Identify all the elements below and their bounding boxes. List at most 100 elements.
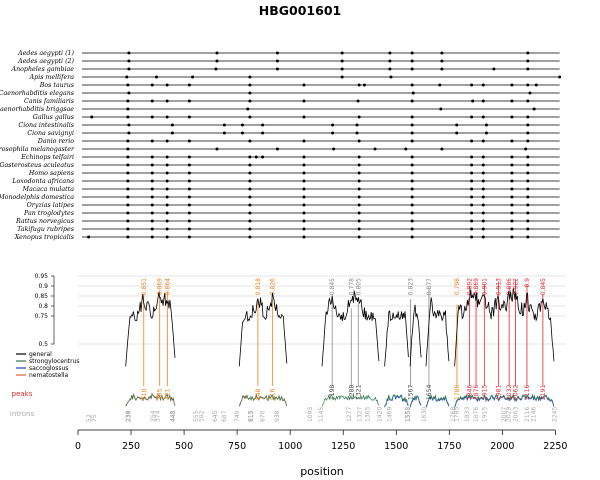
intron-position-label: 75	[91, 414, 98, 422]
species-marker	[510, 163, 514, 167]
species-marker	[470, 163, 474, 167]
species-marker	[481, 163, 485, 167]
curve-strongylocentrus	[321, 394, 380, 407]
species-marker	[165, 219, 169, 223]
species-marker	[510, 235, 514, 239]
species-marker	[302, 211, 306, 215]
species-marker	[248, 115, 252, 119]
species-marker	[165, 83, 169, 87]
species-tracks: Aedes aegypti (1)Aedes aegypti (2)Anophe…	[0, 50, 562, 241]
species-marker	[526, 99, 530, 103]
species-label: Apis mellifera	[29, 74, 75, 81]
peak-position-label: 310	[141, 388, 148, 400]
species-marker	[248, 211, 252, 215]
species-marker	[302, 99, 306, 103]
species-marker	[510, 99, 514, 103]
species-marker	[357, 115, 361, 119]
species-marker	[410, 219, 414, 223]
peak-position-label: 1786	[454, 385, 461, 400]
species-marker	[455, 123, 459, 127]
species-marker	[126, 211, 130, 215]
species-label: Homo sapiens	[28, 170, 75, 177]
species-marker	[389, 75, 393, 79]
x-tick-label: 250	[122, 441, 140, 452]
species-marker	[90, 115, 94, 119]
species-marker	[127, 51, 131, 55]
species-marker	[187, 115, 191, 119]
species-marker	[357, 139, 361, 143]
species-marker	[484, 123, 488, 127]
species-marker	[526, 187, 530, 191]
species-marker	[340, 67, 344, 71]
species-marker	[470, 115, 474, 119]
species-marker	[127, 91, 131, 95]
species-marker	[187, 179, 191, 183]
species-marker	[150, 179, 154, 183]
intron-position-label: 1327	[357, 407, 364, 422]
species-marker	[191, 75, 195, 79]
species-marker	[126, 147, 130, 151]
species-label: Gallus gallus	[33, 114, 75, 121]
intron-position-label: 354	[150, 410, 157, 422]
y-tick-label: 0.5	[38, 341, 48, 348]
intron-position-label: 870	[260, 410, 267, 422]
species-marker	[165, 139, 169, 143]
peak-position-label: 1846	[467, 385, 474, 400]
species-marker	[470, 203, 474, 207]
intron-position-label: 1833	[464, 407, 471, 422]
x-tick-label: 1250	[331, 441, 355, 452]
species-marker	[275, 51, 279, 55]
species-marker	[165, 195, 169, 199]
peak-score-label: 0.877	[426, 278, 433, 295]
species-marker	[411, 91, 415, 95]
species-marker	[510, 219, 514, 223]
species-marker	[150, 195, 154, 199]
species-marker	[150, 171, 154, 175]
species-marker	[127, 123, 131, 127]
intron-position-label: 1093	[307, 407, 314, 422]
peak-score-label: 0.901	[481, 278, 488, 295]
species-marker	[481, 99, 485, 103]
species-marker	[470, 187, 474, 191]
peak-position-label: 2062	[513, 385, 520, 400]
species-marker	[187, 235, 191, 239]
species-marker	[510, 115, 514, 119]
species-marker	[526, 179, 530, 183]
species-marker	[340, 59, 344, 63]
species-marker	[470, 155, 474, 159]
species-marker	[526, 155, 530, 159]
species-marker	[481, 235, 485, 239]
species-marker	[510, 171, 514, 175]
species-marker	[302, 235, 306, 239]
species-marker	[126, 163, 130, 167]
species-marker	[215, 147, 219, 151]
species-marker	[492, 67, 496, 71]
species-marker	[248, 83, 252, 87]
species-marker	[388, 59, 392, 63]
species-marker	[410, 51, 414, 55]
peak-position-label: 2191	[540, 385, 547, 400]
species-marker	[410, 211, 414, 215]
species-marker	[526, 211, 530, 215]
species-marker	[526, 67, 530, 71]
x-tick-label: 750	[228, 441, 246, 452]
curve-strongylocentrus	[238, 393, 288, 407]
peak-position-label: 916	[269, 388, 276, 400]
peak-position-label: 2032	[506, 385, 513, 400]
species-marker	[126, 99, 130, 103]
species-marker	[357, 235, 361, 239]
species-marker	[481, 195, 485, 199]
species-marker	[373, 147, 377, 151]
species-marker	[355, 131, 359, 135]
species-marker	[440, 147, 444, 151]
species-marker	[150, 163, 154, 167]
species-marker	[248, 163, 252, 167]
species-marker	[357, 163, 361, 167]
species-marker	[248, 171, 252, 175]
species-marker	[526, 115, 530, 119]
species-marker	[470, 227, 474, 231]
intron-position-label: 236	[125, 410, 132, 422]
species-marker	[481, 139, 485, 143]
species-marker	[248, 139, 252, 143]
